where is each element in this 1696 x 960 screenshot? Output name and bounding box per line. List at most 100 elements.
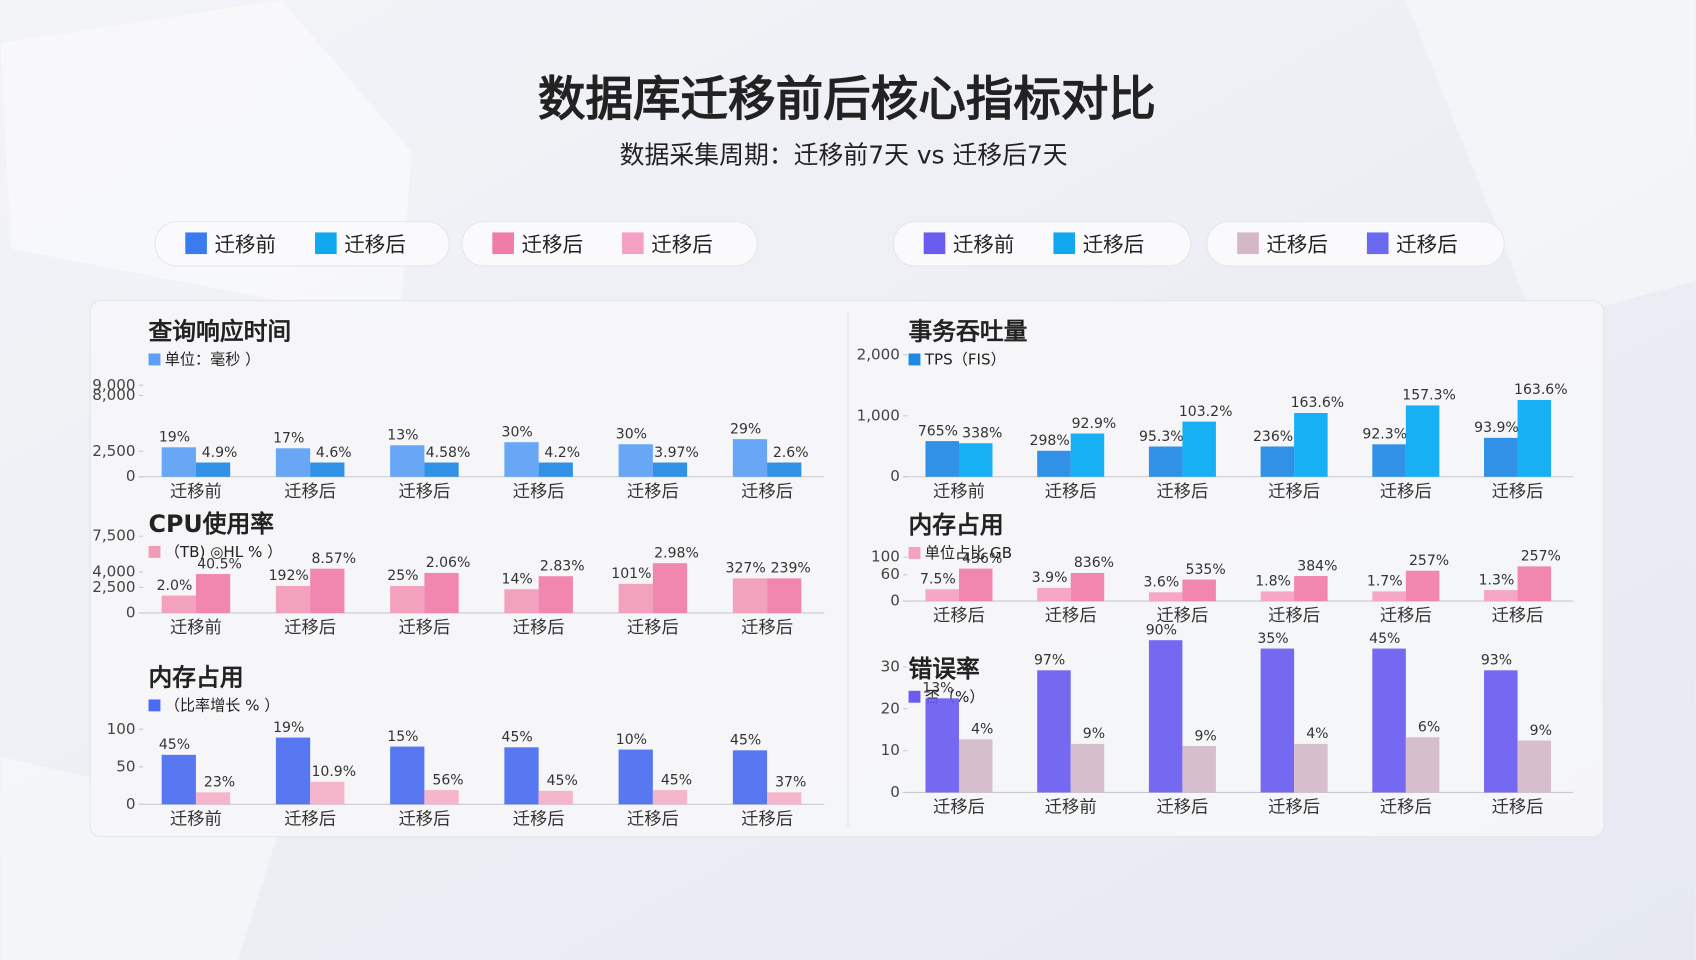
bar-note: 4% [1306, 726, 1328, 742]
bar-note: 163.6% [1291, 395, 1345, 411]
bar-note: 92.3% [1362, 427, 1407, 443]
legend-pill [461, 221, 758, 267]
bar [1260, 591, 1295, 602]
bar-note: 92.9% [1072, 416, 1117, 432]
bar-note: 239% [771, 561, 811, 577]
y-tick-label: 100 [107, 720, 136, 738]
bar-note: 4.9% [202, 445, 238, 461]
bar [732, 439, 768, 477]
bar-note: 535% [1186, 562, 1226, 578]
chart-subtitle: TPS（FIS） [924, 350, 1006, 368]
bar [1484, 590, 1518, 602]
panel-card [89, 300, 1605, 838]
bar [195, 792, 231, 805]
y-tick-label: 100 [871, 548, 900, 566]
x-tick-label: 迁移后 [933, 606, 985, 626]
bar [1294, 743, 1328, 793]
bar-note: 2.0% [157, 578, 193, 594]
bar [1182, 421, 1216, 477]
x-tick-label: 迁移后 [627, 618, 679, 638]
legend-pill [154, 221, 450, 267]
bar [652, 790, 688, 805]
bar [275, 585, 311, 613]
bar [1070, 433, 1105, 477]
bar-note: 4.6% [316, 445, 352, 461]
bar [1148, 592, 1183, 602]
bar-note: 236% [1253, 429, 1293, 445]
y-tick-label: 8,000 [92, 386, 135, 404]
x-tick-label: 迁移后 [1380, 606, 1432, 626]
bar-note: 3.6% [1143, 575, 1179, 591]
x-tick-label: 迁移后 [1380, 798, 1432, 818]
bar [1517, 566, 1552, 602]
y-tick-label: 0 [890, 592, 900, 610]
bar-note: 14% [502, 571, 533, 587]
bar [424, 790, 459, 805]
bar [1070, 572, 1105, 602]
bar [618, 583, 653, 613]
bar-note: 2.83% [540, 559, 585, 575]
legend-label: 迁移前 [953, 232, 1015, 256]
legend-label: 迁移后 [651, 232, 713, 256]
subtitle-swatch [148, 545, 161, 558]
chart-subtitle: （比率增长 % ） [165, 696, 280, 714]
bar-note: 1.7% [1367, 574, 1403, 590]
x-tick-label: 迁移后 [741, 809, 793, 829]
bar-note: 3.97% [654, 445, 699, 461]
bar-note: 836% [1074, 555, 1114, 571]
bar [1148, 446, 1183, 477]
bar-note: 35% [1257, 631, 1288, 647]
bar [390, 585, 425, 613]
subtitle-swatch [908, 353, 921, 366]
bar [1148, 640, 1183, 793]
legend-label: 迁移后 [1083, 232, 1145, 256]
bar-note: 30% [502, 424, 533, 440]
bar [310, 781, 345, 805]
bar-note: 19% [159, 430, 190, 446]
x-tick-label: 迁移后 [1268, 798, 1320, 818]
x-tick-label: 迁移后 [1045, 482, 1097, 502]
bar [310, 568, 345, 613]
bar [1294, 576, 1328, 602]
y-tick-label: 7,500 [92, 527, 135, 545]
bar-note: 25% [387, 568, 418, 584]
bar-note: 103.2% [1179, 404, 1233, 420]
x-tick-label: 迁移后 [513, 482, 565, 502]
bar [958, 739, 993, 793]
bar-note: 45% [1369, 631, 1400, 647]
bar-note: 45% [661, 772, 692, 788]
bar-note: 45% [547, 773, 578, 789]
bar [958, 568, 993, 602]
bar [504, 589, 539, 613]
chart-subtitle: 单位占比 GB [925, 544, 1012, 562]
bar-note: 45% [730, 733, 761, 749]
bar [504, 442, 539, 477]
x-tick-label: 迁移前 [933, 482, 985, 502]
decor [1405, 0, 1696, 325]
bar-note: 13% [922, 681, 953, 697]
bar-note: 4.2% [544, 445, 580, 461]
bar-note: 163.6% [1514, 382, 1568, 398]
x-tick-label: 迁移后 [284, 482, 336, 502]
bar [424, 462, 459, 477]
bar-note: 45% [502, 730, 533, 746]
subtitle-swatch [148, 699, 161, 712]
page-title: 数据库迁移前后核心指标对比 [538, 73, 1156, 128]
bar [1037, 587, 1071, 602]
bar [1037, 670, 1071, 793]
bar-note: 29% [730, 421, 761, 437]
bar-note: 30% [616, 427, 647, 443]
bar [1372, 648, 1406, 793]
bar-note: 2.6% [773, 445, 809, 461]
y-tick-label: 0 [890, 467, 900, 485]
bar [538, 462, 573, 477]
bar-note: 10.9% [311, 764, 356, 780]
bar-note: 2.06% [426, 555, 471, 571]
bar-note: 19% [273, 720, 304, 736]
bar [1517, 740, 1552, 793]
bar [161, 595, 196, 613]
bar [275, 737, 311, 805]
y-tick-label: 30 [881, 657, 900, 675]
bar [1070, 743, 1105, 793]
page-subtitle: 数据采集周期：迁移前7天 vs 迁移后7天 [620, 141, 1068, 170]
